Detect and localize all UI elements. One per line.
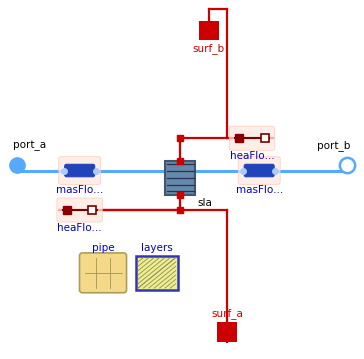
- Text: masFlo...: masFlo...: [236, 185, 283, 195]
- FancyBboxPatch shape: [59, 157, 101, 185]
- Text: heaFlo...: heaFlo...: [230, 151, 274, 161]
- Text: heaFlo...: heaFlo...: [58, 223, 102, 233]
- Bar: [217, 322, 237, 342]
- Text: masFlo...: masFlo...: [56, 185, 103, 195]
- FancyBboxPatch shape: [229, 126, 275, 150]
- Bar: [199, 20, 219, 40]
- FancyBboxPatch shape: [57, 198, 103, 222]
- Text: pipe: pipe: [92, 243, 114, 253]
- FancyBboxPatch shape: [238, 157, 280, 185]
- Text: layers: layers: [141, 243, 173, 253]
- FancyBboxPatch shape: [165, 161, 195, 195]
- FancyBboxPatch shape: [244, 164, 274, 177]
- Text: surf_a: surf_a: [211, 308, 243, 320]
- FancyBboxPatch shape: [136, 256, 178, 290]
- Text: port_b: port_b: [317, 140, 351, 151]
- Text: sla: sla: [197, 198, 212, 208]
- Text: port_a: port_a: [13, 140, 46, 151]
- FancyBboxPatch shape: [79, 253, 127, 293]
- FancyBboxPatch shape: [65, 164, 95, 177]
- Text: surf_b: surf_b: [193, 43, 225, 54]
